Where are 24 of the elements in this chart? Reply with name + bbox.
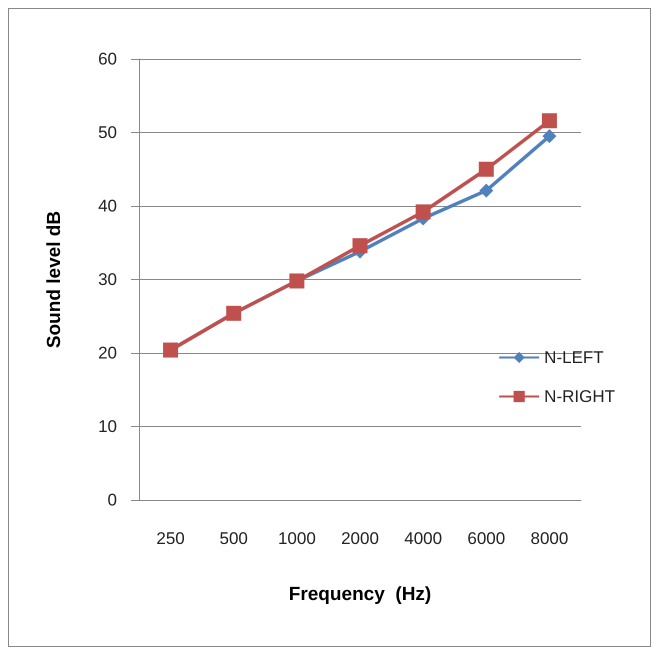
y-tick-label: 60 <box>98 50 117 68</box>
x-tick-label: 8000 <box>530 529 568 548</box>
y-tick-label: 50 <box>98 123 117 142</box>
y-tick-label: 0 <box>108 490 117 510</box>
x-tick-label: 6000 <box>467 529 506 548</box>
y-tick-label: 20 <box>98 344 117 362</box>
point <box>542 129 556 144</box>
y-tick-label: 30 <box>98 270 117 289</box>
x-tick-label: 4000 <box>404 529 442 548</box>
x-tick-label: 1000 <box>278 529 316 548</box>
x-tick-label: 250 <box>156 529 185 548</box>
point <box>352 238 368 254</box>
legend-label: N-RIGHT <box>544 387 616 406</box>
x-tick-label: 500 <box>220 529 248 548</box>
x-tick-label: 2000 <box>341 529 379 548</box>
legend-label: N-LEFT <box>544 348 604 367</box>
point <box>478 162 494 177</box>
y-axis-title: Sound level dB <box>44 210 65 348</box>
y-tick-label: 10 <box>98 417 117 436</box>
point <box>416 204 431 220</box>
y-tick-label: 40 <box>98 196 117 216</box>
point <box>479 184 494 198</box>
point <box>542 113 557 128</box>
x-axis-title: Frequency (Hz) <box>288 584 432 605</box>
